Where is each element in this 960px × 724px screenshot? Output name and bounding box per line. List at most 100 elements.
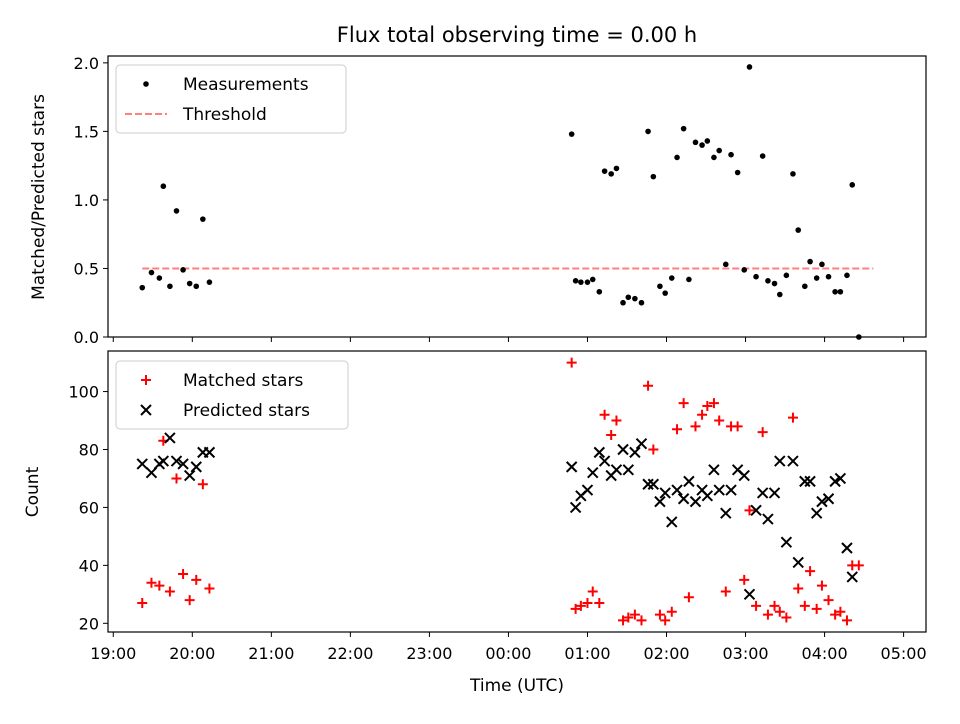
matched-star-point xyxy=(178,569,189,580)
x-tick-label: 05:00 xyxy=(881,644,927,663)
measurement-point xyxy=(734,169,741,176)
predicted-star-point xyxy=(157,455,170,467)
measurement-point xyxy=(692,139,699,146)
measurement-point xyxy=(662,290,668,296)
bottom-y-axis-label: Count xyxy=(23,466,43,517)
predicted-star-point xyxy=(183,469,196,482)
measurement-point xyxy=(206,279,213,285)
measurement-point xyxy=(813,275,820,281)
measurement-point xyxy=(819,261,825,268)
measurement-point xyxy=(765,278,771,284)
matched-star-point xyxy=(666,606,677,617)
x-tick-label: 00:00 xyxy=(485,644,531,663)
top-y-axis-label: Matched/Predicted stars xyxy=(29,94,49,300)
legend-threshold-label: Threshold xyxy=(182,105,267,125)
measurement-point xyxy=(596,288,603,295)
measurement-point xyxy=(711,154,717,161)
matched-star-point xyxy=(774,606,785,617)
measurement-point xyxy=(716,147,722,154)
legend-measurement-marker xyxy=(143,81,149,87)
matched-star-point xyxy=(623,612,634,623)
predicted-star-point xyxy=(774,455,786,467)
measurement-point xyxy=(608,171,614,177)
legend-matched-label: Matched stars xyxy=(183,371,303,391)
measurement-point xyxy=(613,165,620,172)
predicted-star-point xyxy=(666,516,678,528)
top-plot-frame xyxy=(107,55,927,338)
measurement-point xyxy=(844,272,850,279)
measurement-point xyxy=(193,283,200,290)
measurement-point xyxy=(589,276,596,283)
predicted-star-point xyxy=(565,461,578,473)
matched-star-point xyxy=(654,609,665,620)
measurement-point xyxy=(776,291,783,298)
predicted-star-point xyxy=(750,504,762,517)
predicted-star-point xyxy=(622,464,635,476)
measurement-point xyxy=(650,173,657,180)
matched-star-point xyxy=(744,505,755,516)
matched-star-point xyxy=(787,412,798,423)
y-tick-label: 1.5 xyxy=(74,122,99,141)
measurement-point xyxy=(578,279,584,285)
matched-star-point xyxy=(611,415,622,426)
matched-star-point xyxy=(672,424,683,435)
measurement-point xyxy=(686,276,692,283)
predicted-star-point xyxy=(762,513,774,525)
measurement-point xyxy=(837,288,844,295)
predicted-star-point xyxy=(810,507,823,519)
measurement-point xyxy=(572,278,579,284)
y-tick-label: 0.5 xyxy=(74,259,99,278)
legend-measurements-label: Measurements xyxy=(183,75,309,95)
y-tick-label: 40 xyxy=(79,556,99,575)
predicted-star-point xyxy=(841,542,853,554)
x-tick-label: 01:00 xyxy=(564,644,610,663)
matched-star-point xyxy=(599,409,610,420)
predicted-star-point xyxy=(792,556,804,569)
matched-star-point xyxy=(587,586,598,597)
predicted-star-point xyxy=(654,495,666,508)
y-tick-label: 0.0 xyxy=(74,328,99,347)
y-tick-label: 60 xyxy=(79,498,99,517)
bottom-panel: 20 40 60 80 100 19:00 20:00 21:00 22:00 23:00 00:… xyxy=(23,350,927,696)
measurement-point xyxy=(186,280,193,287)
matched-star-point xyxy=(841,615,852,626)
measurement-point xyxy=(601,168,608,174)
matched-star-point xyxy=(683,592,694,603)
measurement-point xyxy=(832,288,838,295)
measurement-point xyxy=(849,182,856,188)
predicted-star-point xyxy=(610,464,623,476)
predicted-star-point xyxy=(683,475,695,488)
measurement-point xyxy=(771,280,778,287)
matched-star-point xyxy=(793,583,804,594)
matched-star-point xyxy=(823,595,834,606)
y-tick-label: 80 xyxy=(79,440,99,459)
predicted-star-point xyxy=(768,487,781,499)
matched-star-point xyxy=(732,421,743,432)
predicted-star-point xyxy=(701,490,714,502)
matched-star-point xyxy=(582,598,593,609)
matched-star-point xyxy=(799,600,810,611)
predicted-star-point xyxy=(834,472,847,485)
matched-star-point xyxy=(720,586,731,597)
top-legend: Measurements Threshold xyxy=(115,64,347,134)
matched-star-point xyxy=(811,603,822,614)
predicted-star-point xyxy=(587,466,599,479)
matched-star-point xyxy=(566,357,577,368)
matched-star-point xyxy=(575,600,586,611)
matched-star-point xyxy=(697,409,708,420)
matched-star-point xyxy=(714,415,725,426)
predicted-star-point xyxy=(829,475,841,488)
predicted-star-point xyxy=(659,487,671,499)
matched-star-point xyxy=(618,615,629,626)
measurement-point xyxy=(680,125,687,132)
matched-star-point xyxy=(805,566,816,577)
y-tick-label: 2.0 xyxy=(74,54,99,73)
measurement-point xyxy=(180,267,186,273)
matched-star-point xyxy=(629,609,640,620)
legend-frame xyxy=(115,64,347,134)
predicted-star-point xyxy=(822,493,835,505)
matched-star-point xyxy=(781,612,792,623)
matched-star-point xyxy=(739,574,750,585)
matched-star-point xyxy=(636,615,647,626)
